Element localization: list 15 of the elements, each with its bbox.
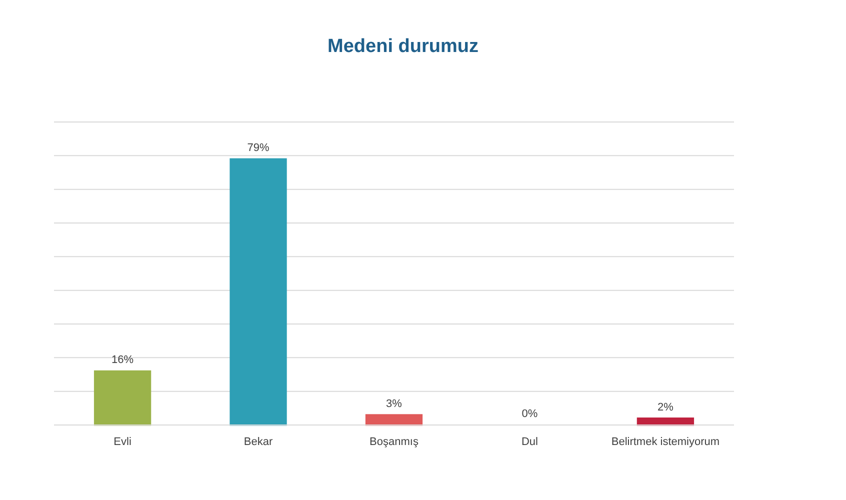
data-label: 79% <box>247 142 270 154</box>
data-label: 3% <box>386 398 402 410</box>
chart-title: Medeni durumuz <box>328 36 478 57</box>
bar <box>94 370 152 426</box>
bar <box>636 418 694 426</box>
bar <box>230 158 287 426</box>
x-tick-label: Bekar <box>244 436 273 448</box>
x-tick-label: Dul <box>521 436 538 448</box>
bar <box>365 414 423 426</box>
x-tick-label: Belirtmek istemiyorum <box>611 436 720 448</box>
data-label: 0% <box>522 408 538 420</box>
x-tick-label: Boşanmış <box>370 436 419 448</box>
data-label: 16% <box>112 354 134 366</box>
x-tick-label: Evli <box>114 436 132 448</box>
data-label: 2% <box>658 401 674 414</box>
